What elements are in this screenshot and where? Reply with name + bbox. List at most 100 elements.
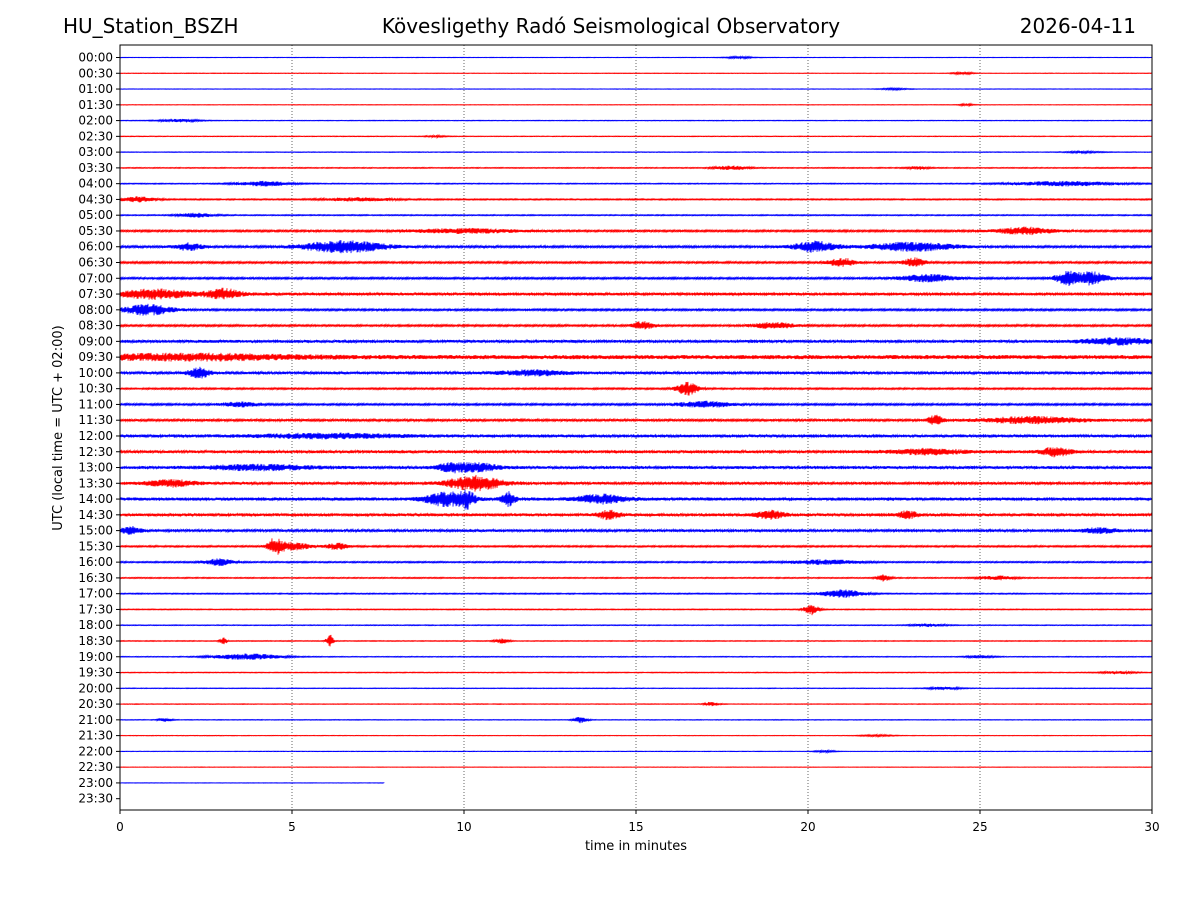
x-tick-label: 25 bbox=[972, 820, 987, 834]
y-tick-label: 08:30 bbox=[78, 319, 113, 333]
trace-line bbox=[119, 558, 1153, 567]
y-tick-label: 20:30 bbox=[78, 697, 113, 711]
y-tick-label: 12:30 bbox=[78, 445, 113, 459]
trace-line bbox=[119, 604, 1153, 616]
plot-frame bbox=[119, 44, 1153, 811]
trace-line bbox=[119, 432, 1153, 440]
y-tick-label: 21:00 bbox=[78, 713, 113, 727]
trace-line bbox=[119, 366, 1153, 379]
y-tick-label: 03:00 bbox=[78, 145, 113, 159]
trace-line bbox=[119, 226, 1153, 236]
trace-line bbox=[119, 717, 1153, 724]
y-tick-label: 22:30 bbox=[78, 760, 113, 774]
y-tick-label: 04:30 bbox=[78, 192, 113, 206]
y-tick-label: 07:30 bbox=[78, 287, 113, 301]
y-tick-label: 05:30 bbox=[78, 224, 113, 238]
trace-line bbox=[119, 574, 1153, 582]
chart-title: Kövesligethy Radó Seismological Observat… bbox=[381, 14, 841, 38]
trace-line bbox=[119, 622, 1153, 628]
y-tick-label: 00:30 bbox=[78, 66, 113, 80]
trace-line bbox=[119, 685, 1153, 691]
trace-line bbox=[119, 133, 1153, 139]
y-tick-label: 16:30 bbox=[78, 571, 113, 585]
y-tick-label: 00:00 bbox=[78, 51, 113, 65]
station-name: HU_Station_BSZH bbox=[63, 14, 239, 38]
y-tick-label: 06:30 bbox=[78, 256, 113, 270]
y-tick-label: 06:00 bbox=[78, 240, 113, 254]
x-tick-label: 15 bbox=[628, 820, 643, 834]
trace-line bbox=[119, 165, 1153, 171]
y-tick-label: 11:00 bbox=[78, 397, 113, 411]
trace-line bbox=[119, 489, 1153, 510]
trace-line bbox=[119, 337, 1153, 346]
trace-line bbox=[119, 748, 1153, 754]
trace-line bbox=[119, 240, 1153, 254]
y-tick-label: 18:00 bbox=[78, 618, 113, 632]
y-tick-label: 09:30 bbox=[78, 350, 113, 364]
y-tick-label: 18:30 bbox=[78, 634, 113, 648]
trace-line bbox=[119, 461, 1153, 474]
y-tick-label: 22:00 bbox=[78, 744, 113, 758]
y-tick-label: 02:30 bbox=[78, 129, 113, 143]
trace-line bbox=[119, 525, 1153, 535]
y-tick-label: 15:30 bbox=[78, 539, 113, 553]
y-tick-label: 12:00 bbox=[78, 429, 113, 443]
y-tick-label: 16:00 bbox=[78, 555, 113, 569]
y-tick-label: 04:00 bbox=[78, 177, 113, 191]
y-tick-label: 23:00 bbox=[78, 776, 113, 790]
trace-line bbox=[119, 474, 1153, 492]
trace-line bbox=[119, 701, 1153, 707]
grid-lines bbox=[291, 45, 981, 810]
trace-line bbox=[119, 538, 1153, 555]
y-tick-label: 14:30 bbox=[78, 508, 113, 522]
trace-line bbox=[119, 118, 1153, 124]
y-tick-label: 09:00 bbox=[78, 334, 113, 348]
y-tick-label: 05:00 bbox=[78, 208, 113, 222]
y-tick-label: 17:30 bbox=[78, 602, 113, 616]
trace-line bbox=[119, 180, 1153, 187]
y-tick-label: 23:30 bbox=[78, 792, 113, 806]
trace-line bbox=[119, 509, 1153, 521]
trace-line bbox=[119, 212, 1153, 218]
y-tick-label: 07:00 bbox=[78, 271, 113, 285]
y-tick-label: 19:00 bbox=[78, 650, 113, 664]
trace-line bbox=[119, 86, 1153, 92]
y-tick-label: 01:00 bbox=[78, 82, 113, 96]
trace-line bbox=[119, 447, 1153, 458]
trace-line bbox=[119, 653, 1153, 660]
trace-line bbox=[119, 400, 1153, 408]
trace-line bbox=[119, 70, 1153, 76]
trace-line bbox=[119, 303, 1153, 316]
y-tick-label: 19:30 bbox=[78, 666, 113, 680]
trace-line bbox=[119, 352, 1153, 362]
x-tick-label: 0 bbox=[116, 820, 124, 834]
trace-group bbox=[119, 55, 1153, 784]
y-tick-label: 13:30 bbox=[78, 476, 113, 490]
y-tick-label: 02:00 bbox=[78, 114, 113, 128]
trace-line bbox=[119, 733, 1153, 738]
x-tick-label: 10 bbox=[456, 820, 471, 834]
y-axis-label: UTC (local time = UTC + 02:00) bbox=[51, 325, 66, 530]
trace-line bbox=[119, 634, 1153, 647]
y-tick-label: 08:00 bbox=[78, 303, 113, 317]
trace-line bbox=[119, 149, 1153, 155]
trace-line bbox=[119, 321, 1153, 330]
y-tick-label: 10:00 bbox=[78, 366, 113, 380]
trace-line bbox=[119, 381, 1153, 396]
trace-line bbox=[119, 55, 1153, 60]
trace-line bbox=[119, 257, 1153, 267]
x-axis-label: time in minutes bbox=[585, 839, 687, 854]
x-tick-label: 30 bbox=[1144, 820, 1159, 834]
y-tick-label: 13:00 bbox=[78, 461, 113, 475]
y-tick-label: 15:00 bbox=[78, 524, 113, 538]
y-tick-label: 14:00 bbox=[78, 492, 113, 506]
trace-line bbox=[119, 102, 1153, 108]
y-tick-label: 10:30 bbox=[78, 382, 113, 396]
trace-line bbox=[119, 196, 1153, 203]
x-tick-label: 20 bbox=[800, 820, 815, 834]
trace-line bbox=[119, 589, 1153, 598]
chart-date: 2026-04-11 bbox=[1019, 14, 1136, 38]
trace-line bbox=[119, 270, 1153, 287]
trace-line bbox=[119, 414, 1153, 425]
